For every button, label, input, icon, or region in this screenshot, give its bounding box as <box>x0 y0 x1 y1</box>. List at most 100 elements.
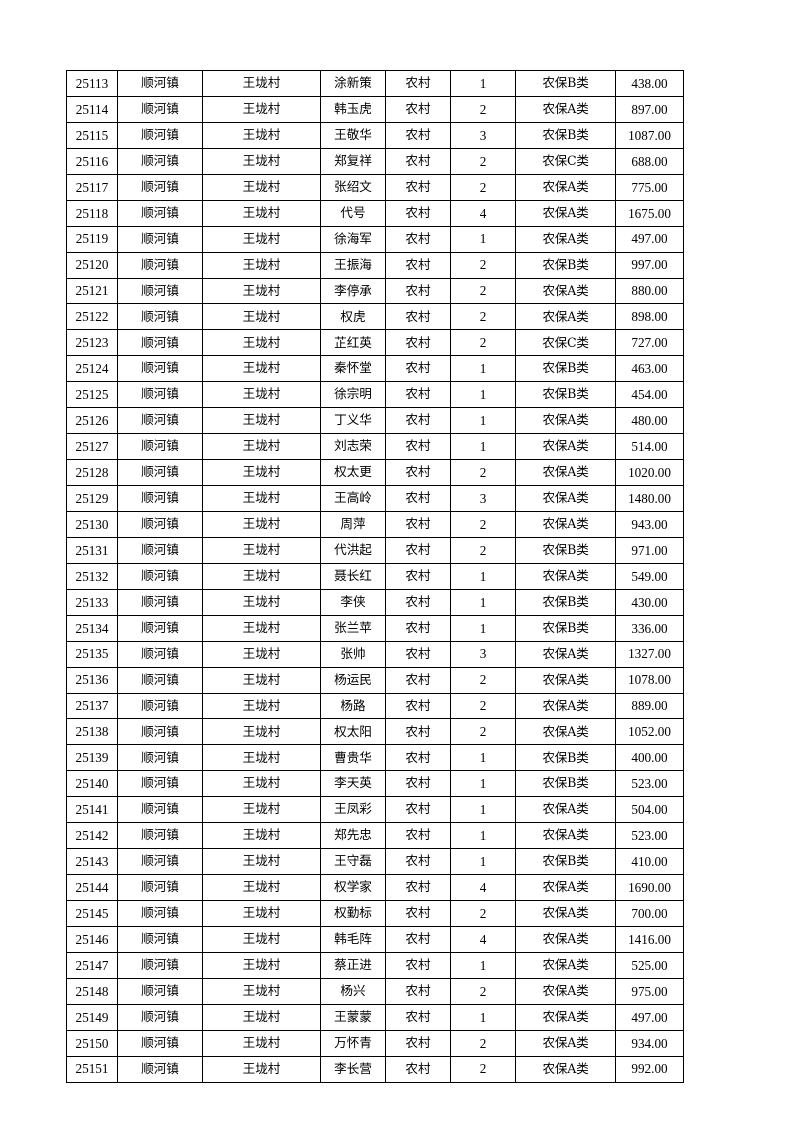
cell-person-count: 2 <box>450 459 516 486</box>
cell-household-type: 农村 <box>385 951 451 979</box>
cell-person-name: 权太更 <box>320 459 386 486</box>
cell-serial-number: 25136 <box>66 666 118 694</box>
cell-town: 顺河镇 <box>117 874 203 901</box>
cell-serial-number: 25148 <box>66 977 118 1005</box>
table-row: 25122 顺河镇 王垅村 权虎 农村 2 农保A类 898.00 <box>66 303 684 331</box>
cell-person-count: 2 <box>450 718 516 746</box>
cell-insurance-category: 农保A类 <box>515 951 616 979</box>
cell-person-count: 2 <box>450 251 516 279</box>
table-row: 25127 顺河镇 王垅村 刘志荣 农村 1 农保A类 514.00 <box>66 433 684 461</box>
table-row: 25113 顺河镇 王垅村 涂新策 农村 1 农保B类 438.00 <box>66 70 684 97</box>
cell-serial-number: 25146 <box>66 925 118 953</box>
cell-amount: 1416.00 <box>615 925 684 953</box>
cell-household-type: 农村 <box>385 874 451 901</box>
table-row: 25149 顺河镇 王垅村 王蒙蒙 农村 1 农保A类 497.00 <box>66 1003 684 1031</box>
cell-household-type: 农村 <box>385 536 451 564</box>
cell-person-name: 李天英 <box>320 770 386 798</box>
cell-insurance-category: 农保A类 <box>515 1029 616 1057</box>
cell-amount: 727.00 <box>615 329 684 357</box>
cell-serial-number: 25142 <box>66 822 118 850</box>
cell-person-name: 周萍 <box>320 510 386 538</box>
cell-amount: 400.00 <box>615 744 684 772</box>
cell-person-name: 韩玉虎 <box>320 95 386 123</box>
cell-insurance-category: 农保A类 <box>515 874 616 901</box>
cell-insurance-category: 农保A类 <box>515 1055 616 1083</box>
cell-town: 顺河镇 <box>117 744 203 772</box>
cell-town: 顺河镇 <box>117 381 203 409</box>
cell-serial-number: 25134 <box>66 614 118 642</box>
cell-person-name: 徐宗明 <box>320 381 386 409</box>
cell-amount: 700.00 <box>615 900 684 927</box>
table-row: 25146 顺河镇 王垅村 韩毛阵 农村 4 农保A类 1416.00 <box>66 925 684 953</box>
cell-town: 顺河镇 <box>117 1003 203 1031</box>
cell-village: 王垅村 <box>202 121 321 149</box>
cell-insurance-category: 农保A类 <box>515 562 616 590</box>
cell-person-name: 王凤彩 <box>320 796 386 824</box>
cell-person-count: 3 <box>450 121 516 149</box>
cell-insurance-category: 农保A类 <box>515 459 616 486</box>
cell-town: 顺河镇 <box>117 329 203 357</box>
cell-village: 王垅村 <box>202 692 321 720</box>
cell-household-type: 农村 <box>385 433 451 461</box>
table-row: 25129 顺河镇 王垅村 王高岭 农村 3 农保A类 1480.00 <box>66 485 684 512</box>
cell-village: 王垅村 <box>202 329 321 357</box>
cell-serial-number: 25129 <box>66 485 118 512</box>
cell-person-name: 涂新策 <box>320 70 386 97</box>
cell-village: 王垅村 <box>202 822 321 850</box>
table-row: 25140 顺河镇 王垅村 李天英 农村 1 农保B类 523.00 <box>66 770 684 798</box>
cell-household-type: 农村 <box>385 925 451 953</box>
cell-village: 王垅村 <box>202 640 321 668</box>
cell-person-count: 1 <box>450 744 516 772</box>
cell-town: 顺河镇 <box>117 692 203 720</box>
cell-household-type: 农村 <box>385 510 451 538</box>
cell-amount: 523.00 <box>615 770 684 798</box>
cell-person-count: 2 <box>450 510 516 538</box>
cell-person-name: 韩毛阵 <box>320 925 386 953</box>
cell-town: 顺河镇 <box>117 433 203 461</box>
table-row: 25139 顺河镇 王垅村 曹贵华 农村 1 农保B类 400.00 <box>66 744 684 772</box>
cell-person-count: 2 <box>450 900 516 927</box>
cell-household-type: 农村 <box>385 1055 451 1083</box>
cell-person-count: 4 <box>450 874 516 901</box>
cell-household-type: 农村 <box>385 121 451 149</box>
cell-person-count: 1 <box>450 355 516 383</box>
cell-insurance-category: 农保A类 <box>515 199 616 227</box>
cell-person-name: 曹贵华 <box>320 744 386 772</box>
table-row: 25116 顺河镇 王垅村 郑复祥 农村 2 农保C类 688.00 <box>66 147 684 175</box>
cell-village: 王垅村 <box>202 588 321 616</box>
cell-person-name: 郑先忠 <box>320 822 386 850</box>
table-row: 25136 顺河镇 王垅村 杨运民 农村 2 农保A类 1078.00 <box>66 666 684 694</box>
cell-person-count: 3 <box>450 485 516 512</box>
cell-serial-number: 25116 <box>66 147 118 175</box>
cell-amount: 1020.00 <box>615 459 684 486</box>
cell-town: 顺河镇 <box>117 199 203 227</box>
cell-village: 王垅村 <box>202 1003 321 1031</box>
cell-town: 顺河镇 <box>117 951 203 979</box>
cell-household-type: 农村 <box>385 485 451 512</box>
cell-village: 王垅村 <box>202 277 321 305</box>
cell-household-type: 农村 <box>385 1003 451 1031</box>
cell-person-name: 秦怀堂 <box>320 355 386 383</box>
cell-household-type: 农村 <box>385 173 451 201</box>
cell-amount: 992.00 <box>615 1055 684 1083</box>
cell-town: 顺河镇 <box>117 277 203 305</box>
cell-amount: 430.00 <box>615 588 684 616</box>
cell-serial-number: 25115 <box>66 121 118 149</box>
cell-household-type: 农村 <box>385 588 451 616</box>
cell-household-type: 农村 <box>385 303 451 331</box>
cell-amount: 480.00 <box>615 407 684 435</box>
table-row: 25138 顺河镇 王垅村 权太阳 农村 2 农保A类 1052.00 <box>66 718 684 746</box>
cell-village: 王垅村 <box>202 744 321 772</box>
cell-household-type: 农村 <box>385 848 451 876</box>
cell-person-name: 李侠 <box>320 588 386 616</box>
cell-insurance-category: 农保B类 <box>515 536 616 564</box>
table-row: 25114 顺河镇 王垅村 韩玉虎 农村 2 农保A类 897.00 <box>66 95 684 123</box>
table-row: 25131 顺河镇 王垅村 代洪起 农村 2 农保B类 971.00 <box>66 536 684 564</box>
cell-village: 王垅村 <box>202 848 321 876</box>
cell-serial-number: 25128 <box>66 459 118 486</box>
cell-amount: 504.00 <box>615 796 684 824</box>
cell-insurance-category: 农保A类 <box>515 95 616 123</box>
cell-household-type: 农村 <box>385 770 451 798</box>
cell-town: 顺河镇 <box>117 147 203 175</box>
